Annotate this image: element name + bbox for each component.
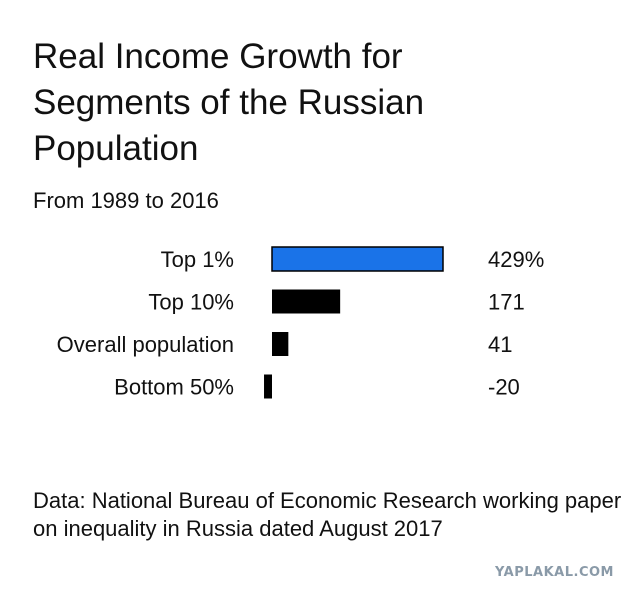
bar-top-10 bbox=[272, 289, 341, 314]
category-label: Top 10% bbox=[148, 290, 234, 315]
chart-title: Real Income Growth for Segments of the R… bbox=[33, 37, 425, 168]
bar-bottom-50 bbox=[264, 374, 272, 399]
value-label: 41 bbox=[488, 332, 512, 357]
bar-overall-population bbox=[272, 332, 289, 356]
bar-chart: Top 1% 429% Top 10% 171 Overall population 41… bbox=[57, 246, 544, 400]
chart-subtitle: From 1989 to 2016 bbox=[33, 188, 219, 213]
source-note: Data: National Bureau of Economic Resear… bbox=[33, 488, 622, 541]
category-label: Overall population bbox=[57, 332, 234, 357]
category-label: Top 1% bbox=[161, 247, 234, 272]
value-label: 171 bbox=[488, 290, 525, 315]
watermark: YAPLAKAL.COM bbox=[495, 565, 614, 580]
value-label: -20 bbox=[488, 375, 520, 400]
value-label: 429% bbox=[488, 247, 544, 272]
bar-top-1 bbox=[271, 246, 444, 272]
category-label: Bottom 50% bbox=[114, 375, 234, 400]
